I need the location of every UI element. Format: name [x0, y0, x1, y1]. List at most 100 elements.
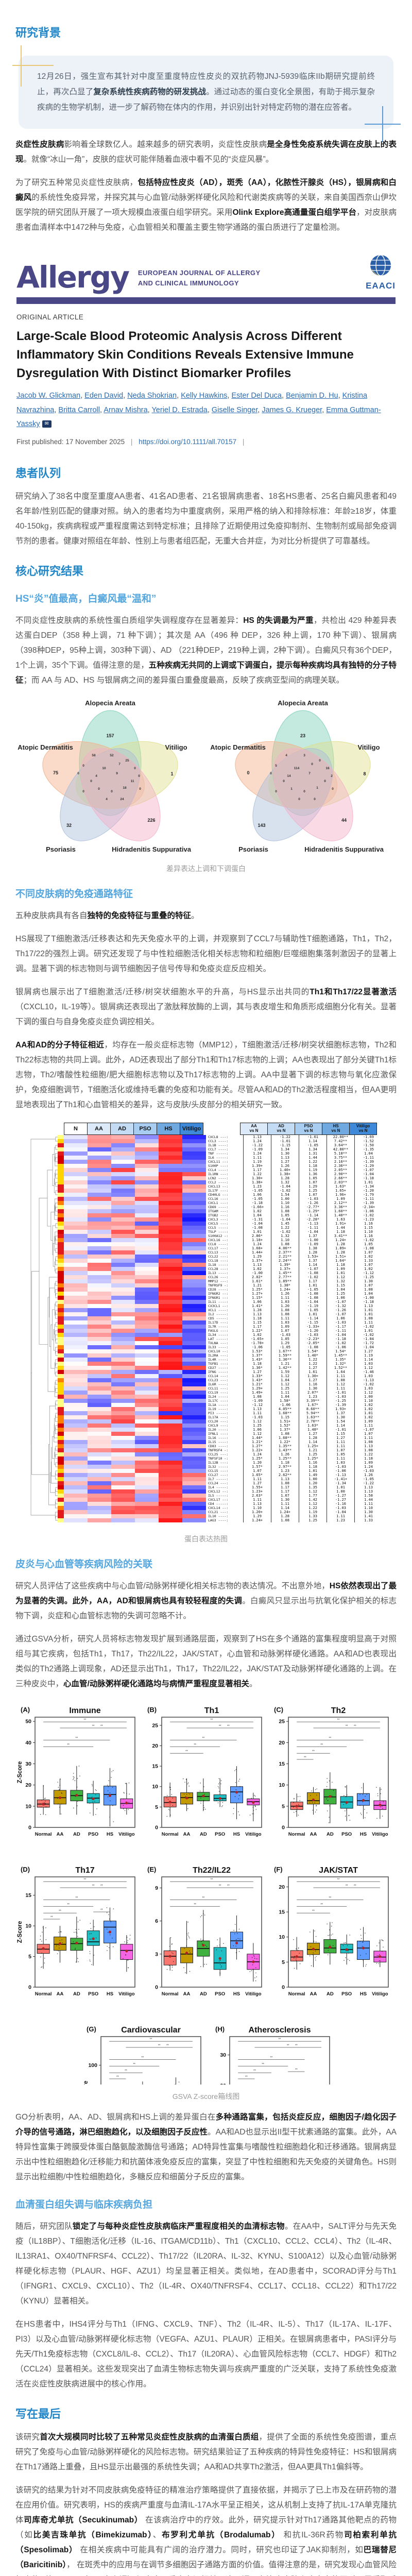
- fold-change-value: 1.29+: [243, 1386, 271, 1391]
- blue-cross-decoration: [365, 106, 401, 142]
- intro-card-wrap: 12月26日，强生宣布其针对中度至重度特应性皮炎的双抗药物JNJ-5939临床I…: [12, 45, 401, 142]
- author-link[interactable]: Jacob W. Glickman: [16, 392, 81, 400]
- fold-change-value: 1.08: [271, 1242, 299, 1246]
- author-link[interactable]: Arnav Mishra: [104, 405, 148, 414]
- author-link[interactable]: Ester Del Duca: [231, 392, 282, 400]
- venn-count: 1: [290, 787, 293, 791]
- fold-change-value: 1.21*: [243, 1439, 271, 1444]
- fold-change-value: 1.16: [299, 1460, 327, 1465]
- fold-change-value: 1.45**: [271, 1270, 299, 1275]
- fold-change-value: -2.28*: [299, 1217, 327, 1222]
- fold-change-value: 1.11: [327, 1386, 354, 1391]
- fold-change-value: 1.08: [354, 1448, 382, 1452]
- svg-text:**: **: [320, 1743, 323, 1747]
- svg-text:**: **: [211, 1719, 213, 1722]
- published-label: First published:: [16, 437, 64, 446]
- fold-change-value: -1.29: [354, 1163, 382, 1168]
- heatmap-gene-row: CCL3 ----: 1.24 -1.01 1.14 7.42** -1.52: [58, 1139, 382, 1143]
- email-icon[interactable]: ✉: [42, 420, 52, 428]
- boxplot-caption: GSVA Z-score箱线图: [172, 2092, 240, 2100]
- author-link[interactable]: Neda Shokrian: [127, 392, 177, 400]
- fold-change-value: -1.00: [354, 1295, 382, 1300]
- fold-change-value: 1.22: [243, 1172, 271, 1176]
- fold-change-value: 1.22*: [243, 1328, 271, 1333]
- author-link[interactable]: Yeriel D. Estrada: [151, 405, 208, 414]
- venn-ellipse: [268, 741, 371, 809]
- author-link[interactable]: Kristina Navrazhina: [16, 392, 368, 414]
- venn-count: 5: [275, 764, 277, 768]
- fold-change-value: -1.39: [354, 1159, 382, 1164]
- heatmap-gene-row: IL1RN ---: 1.22 1.38+ 1.36 2.90** -1.04: [58, 1172, 382, 1176]
- paragraph-intro-2: 为了研究五种常见炎症性皮肤病，包括特应性皮炎（AD），斑秃（AA），化脓性汗腺炎…: [15, 178, 397, 232]
- section-heading-final: 写在最后: [15, 2407, 61, 2420]
- svg-text:**: **: [67, 1743, 70, 1747]
- gene-label: IL7 -----:: [208, 1477, 229, 1481]
- heatmap-gene-row: CXCL5 ---: -1.04 1.45 -1.13 1.91+ 1.16: [58, 1221, 382, 1226]
- fold-change-value: -1.15: [271, 1143, 299, 1147]
- gene-label: CD4 -----:: [208, 1501, 229, 1506]
- fold-change-value: 1.33: [354, 1258, 382, 1263]
- svg-text:**: **: [202, 1896, 204, 1900]
- fold-change-value: 1.11: [327, 1374, 354, 1378]
- venn-count: 0: [82, 790, 84, 793]
- x-tick-label: AA: [57, 1991, 64, 1997]
- fold-change-value: -1.02: [354, 1238, 382, 1242]
- svg-text:0: 0: [155, 1824, 158, 1831]
- fold-change-value: 1.26: [354, 1472, 382, 1477]
- svg-text:0: 0: [28, 1824, 31, 1831]
- fold-change-value: 2.02*: [243, 1275, 271, 1279]
- fold-change-value: 1.28: [271, 1176, 299, 1180]
- fold-change-value: 1.37: [327, 1411, 354, 1415]
- x-tick-label: Vitiligo: [245, 1991, 262, 1997]
- fold-change-value: 1.18: [327, 1229, 354, 1234]
- fold-change-value: 2.16**: [327, 1159, 354, 1164]
- heatmap-gene-row: CCL27 ---: 1.65* 2.62** 1.49 -1.13 1.26: [58, 1472, 382, 1477]
- fold-change-value: -1.07: [299, 1266, 327, 1271]
- author-link[interactable]: Giselle Singer: [211, 405, 258, 414]
- heatmap-main: N AA AD PSO HS Vitiligo AA vs N AD vs N PSO vs N HS v…: [58, 1122, 382, 1530]
- fold-change-value: 1.29: [243, 1254, 271, 1259]
- svg-text:**: **: [185, 1750, 188, 1753]
- x-tick-label: AA: [183, 1832, 191, 1837]
- fold-change-value: 1.60**: [327, 1209, 354, 1213]
- gene-label: CXCL10 --:: [208, 1349, 229, 1353]
- fold-change-value: 1.02: [354, 1266, 382, 1271]
- svg-text:**: **: [100, 1725, 103, 1728]
- gene-label: CCL2 ----:: [208, 1180, 229, 1184]
- heatmap-gene-row: IL4 -----: 1.55+ 1.17 1.35 1.01 1.13: [58, 1485, 382, 1489]
- fold-change-value: 1.08: [243, 1394, 271, 1399]
- heatmap-gene-row: CCL21 ---: 1.20+ 1.24+ 1.19 -1.04 1.30: [58, 1510, 382, 1514]
- author-link[interactable]: Britta Carroll: [58, 405, 100, 414]
- author-link[interactable]: Kelly Hawkins: [181, 392, 228, 400]
- svg-text:40: 40: [25, 1740, 31, 1746]
- paragraph-intro-1: 炎症性皮肤病影响着全球数亿人。越来越多的研究表明，炎症性皮肤病是全身性免疫系统失…: [15, 140, 397, 164]
- fold-change-value: 1.30: [271, 1497, 299, 1502]
- author-link[interactable]: Emma Guttman-Yassky: [16, 405, 381, 429]
- x-tick-label: PSO: [341, 1832, 352, 1837]
- boxplot-panel-Th17: (D) Th17 0 5 10 15 Z-Score ** ** ** ** ** ** ** ** Norm…: [17, 1866, 135, 1997]
- svg-text:20: 20: [152, 1743, 158, 1749]
- fold-change-value: -1.03: [243, 1415, 271, 1419]
- heatmap-gene-row: PI3 -----: 1.11 1.68** 5.94** 1.37 1.01: [58, 1411, 382, 1415]
- svg-text:Th2: Th2: [331, 1706, 346, 1715]
- venn-count: 1: [316, 786, 318, 790]
- fold-change-value: 2.62**: [271, 1472, 299, 1477]
- fold-change-value: 1.12: [354, 1365, 382, 1370]
- article-title: Large-Scale Blood Proteomic Analysis Acr…: [16, 329, 354, 380]
- fold-change-value: 1.28: [243, 1308, 271, 1312]
- fold-change-value: -1.07: [354, 1427, 382, 1432]
- fold-change-value: 1.29: [299, 1184, 327, 1189]
- author-link[interactable]: Eden David: [84, 392, 124, 400]
- fold-change-value: -1.22: [243, 1143, 271, 1147]
- fold-change-value: 1.07: [354, 1431, 382, 1436]
- author-link[interactable]: James G. Krueger: [262, 405, 322, 414]
- x-tick-label: HS: [233, 1991, 240, 1997]
- fold-change-value: 1.40*: [299, 1353, 327, 1358]
- author-link[interactable]: Benjamin D. Hu: [286, 392, 338, 400]
- fold-change-value: 1.15: [327, 1431, 354, 1436]
- svg-text:**: **: [337, 1878, 340, 1882]
- fold-change-value: -1.03: [299, 1332, 327, 1337]
- heatmap-gene-row: S100A12 -: 2.86* 1.32 1.37 3.41** 1.16: [58, 1233, 382, 1238]
- doi-link[interactable]: https://doi.org/10.1111/all.70157: [139, 437, 237, 446]
- fold-change-value: 1.12: [271, 1382, 299, 1386]
